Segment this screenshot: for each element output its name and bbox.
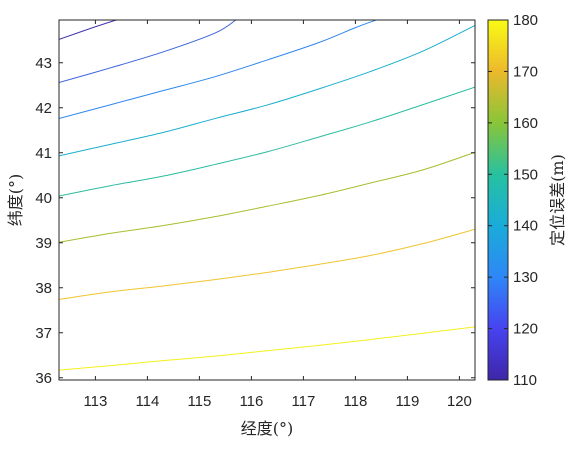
colorbar-label: 定位误差(m) bbox=[548, 154, 567, 246]
contour-line-5 bbox=[59, 20, 377, 120]
y-tick-label: 37 bbox=[35, 325, 52, 342]
colorbar-tick-label: 110 bbox=[513, 372, 537, 389]
contour-line-7 bbox=[59, 20, 117, 40]
x-tick-label: 118 bbox=[343, 393, 367, 410]
colorbar-tick-label: 160 bbox=[513, 115, 538, 132]
y-tick-label: 40 bbox=[35, 190, 52, 207]
x-tick-label: 113 bbox=[83, 393, 107, 410]
y-tick-label: 38 bbox=[35, 280, 52, 297]
y-tick-label: 43 bbox=[35, 55, 52, 72]
x-axis-label: 经度(°) bbox=[241, 419, 294, 438]
colorbar-ticks: 110 120 130 140 150 160 170 180 bbox=[488, 12, 538, 389]
contour-lines bbox=[59, 20, 475, 371]
colorbar-tick-label: 140 bbox=[513, 218, 538, 235]
x-tick-label: 120 bbox=[447, 393, 472, 410]
plot-frame bbox=[58, 19, 476, 381]
colorbar-tick-label: 130 bbox=[513, 269, 538, 286]
colorbar-tick-label: 120 bbox=[513, 321, 538, 338]
plot-area bbox=[59, 20, 475, 380]
y-tick-label: 41 bbox=[35, 145, 52, 162]
x-tick-label: 116 bbox=[239, 393, 263, 410]
y-tick-label: 42 bbox=[35, 100, 52, 117]
y-axis-label: 纬度(°) bbox=[6, 174, 25, 227]
x-tick-label: 119 bbox=[395, 393, 419, 410]
colorbar-tick-label: 180 bbox=[513, 12, 538, 29]
colorbar-tick-label: 150 bbox=[513, 166, 538, 183]
contour-line-2 bbox=[59, 151, 475, 243]
x-tick-label: 114 bbox=[135, 393, 159, 410]
x-tick-label: 115 bbox=[187, 393, 211, 410]
colorbar-tick-label: 170 bbox=[513, 63, 538, 80]
y-tick-label: 39 bbox=[35, 235, 52, 252]
contour-line-6 bbox=[59, 20, 237, 84]
y-tick-label: 36 bbox=[35, 370, 52, 387]
axis-ticks: 113 114 115 116 117 118 119 120 36 37 38 39 40 41 42 43 bbox=[35, 20, 475, 410]
x-tick-label: 117 bbox=[291, 393, 315, 410]
contour-line-0 bbox=[59, 326, 475, 371]
colorbar bbox=[487, 19, 509, 381]
contour-line-3 bbox=[59, 86, 475, 197]
contour-line-4 bbox=[59, 24, 475, 157]
contour-line-1 bbox=[59, 228, 475, 300]
